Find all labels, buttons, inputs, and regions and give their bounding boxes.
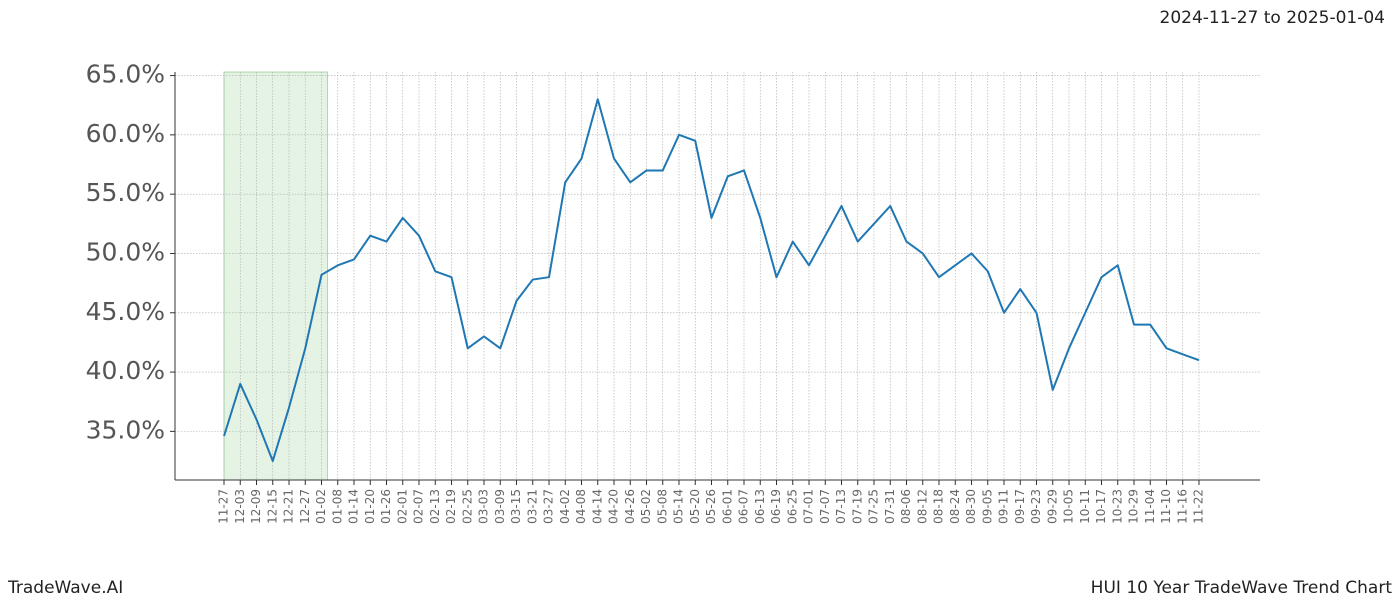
x-tick-label: 06-01 — [720, 489, 734, 524]
x-tick-label: 01-02 — [314, 489, 328, 524]
x-tick-label: 07-07 — [818, 489, 832, 524]
x-tick-label: 10-17 — [1094, 489, 1108, 524]
x-tick-label: 09-29 — [1045, 489, 1059, 524]
x-tick-label: 04-26 — [623, 489, 637, 524]
x-tick-label: 06-07 — [737, 489, 751, 524]
x-tick-label: 11-16 — [1175, 489, 1189, 524]
x-tick-label: 04-20 — [607, 489, 621, 524]
x-tick-label: 05-08 — [655, 489, 669, 524]
x-tick-label: 05-02 — [639, 489, 653, 524]
x-tick-label: 01-26 — [379, 489, 393, 524]
x-tick-label: 02-25 — [460, 489, 474, 524]
x-tick-label: 05-20 — [688, 489, 702, 524]
x-tick-label: 07-31 — [883, 489, 897, 524]
x-tick-label: 04-08 — [574, 489, 588, 524]
x-tick-label: 12-21 — [282, 489, 296, 524]
y-tick-label: 50.0% — [86, 237, 165, 266]
x-tick-label: 10-29 — [1127, 489, 1141, 524]
x-tick-label: 05-14 — [672, 489, 686, 524]
x-tick-label: 03-09 — [493, 489, 507, 524]
series-line — [223, 98, 1200, 463]
x-tick-label: 11-22 — [1192, 489, 1206, 524]
x-tick-label: 10-11 — [1078, 489, 1092, 524]
brand: TradeWave.AI — [7, 578, 123, 598]
x-tick-label: 08-30 — [964, 489, 978, 524]
x-tick-label: 02-01 — [395, 489, 409, 524]
x-tick-label: 03-27 — [542, 489, 556, 524]
date-range: 2024-11-27 to 2025-01-04 — [1160, 8, 1385, 28]
x-tick-label: 11-04 — [1143, 489, 1157, 524]
x-tick-label: 04-02 — [558, 489, 572, 524]
x-tick-label: 01-14 — [347, 489, 361, 524]
x-tick-label: 02-13 — [428, 489, 442, 524]
x-tick-label: 07-19 — [850, 489, 864, 524]
x-tick-label: 09-11 — [997, 489, 1011, 524]
x-tick-label: 12-27 — [298, 489, 312, 524]
x-tick-label: 03-15 — [509, 489, 523, 524]
x-tick-label: 10-05 — [1062, 489, 1076, 524]
x-tick-label: 08-18 — [932, 489, 946, 524]
y-tick-label: 40.0% — [86, 356, 165, 385]
y-tick-label: 60.0% — [86, 119, 165, 148]
x-tick-label: 10-23 — [1110, 489, 1124, 524]
x-tick-label: 01-08 — [330, 489, 344, 524]
x-tick-label: 02-19 — [444, 489, 458, 524]
x-tick-label: 07-25 — [867, 489, 881, 524]
x-tick-label: 09-05 — [980, 489, 994, 524]
x-tick-label: 12-03 — [233, 489, 247, 524]
x-tick-label: 11-27 — [217, 489, 231, 524]
x-tick-label: 06-25 — [785, 489, 799, 524]
y-tick-label: 45.0% — [86, 297, 165, 326]
x-tick-label: 12-15 — [265, 489, 279, 524]
x-tick-label: 05-26 — [704, 489, 718, 524]
y-tick-label: 55.0% — [86, 178, 165, 207]
x-tick-label: 01-20 — [363, 489, 377, 524]
x-tick-label: 04-14 — [590, 489, 604, 524]
x-tick-label: 06-13 — [753, 489, 767, 524]
x-tick-label: 08-12 — [915, 489, 929, 524]
x-tick-label: 03-03 — [477, 489, 491, 524]
x-tick-label: 11-10 — [1159, 489, 1173, 524]
x-tick-label: 12-09 — [249, 489, 263, 524]
x-tick-label: 07-01 — [802, 489, 816, 524]
x-tick-label: 06-19 — [769, 489, 783, 524]
x-tick-label: 02-07 — [412, 489, 426, 524]
x-tick-label: 09-23 — [1029, 489, 1043, 524]
x-tick-label: 07-13 — [834, 489, 848, 524]
chart-title: HUI 10 Year TradeWave Trend Chart — [1091, 578, 1393, 598]
y-tick-label: 65.0% — [86, 60, 165, 89]
y-tick-label: 35.0% — [86, 415, 165, 444]
x-tick-label: 08-24 — [948, 489, 962, 524]
x-tick-label: 08-06 — [899, 489, 913, 524]
x-tick-label: 03-21 — [525, 489, 539, 524]
x-tick-label: 09-17 — [1013, 489, 1027, 524]
highlight-band — [223, 71, 328, 481]
